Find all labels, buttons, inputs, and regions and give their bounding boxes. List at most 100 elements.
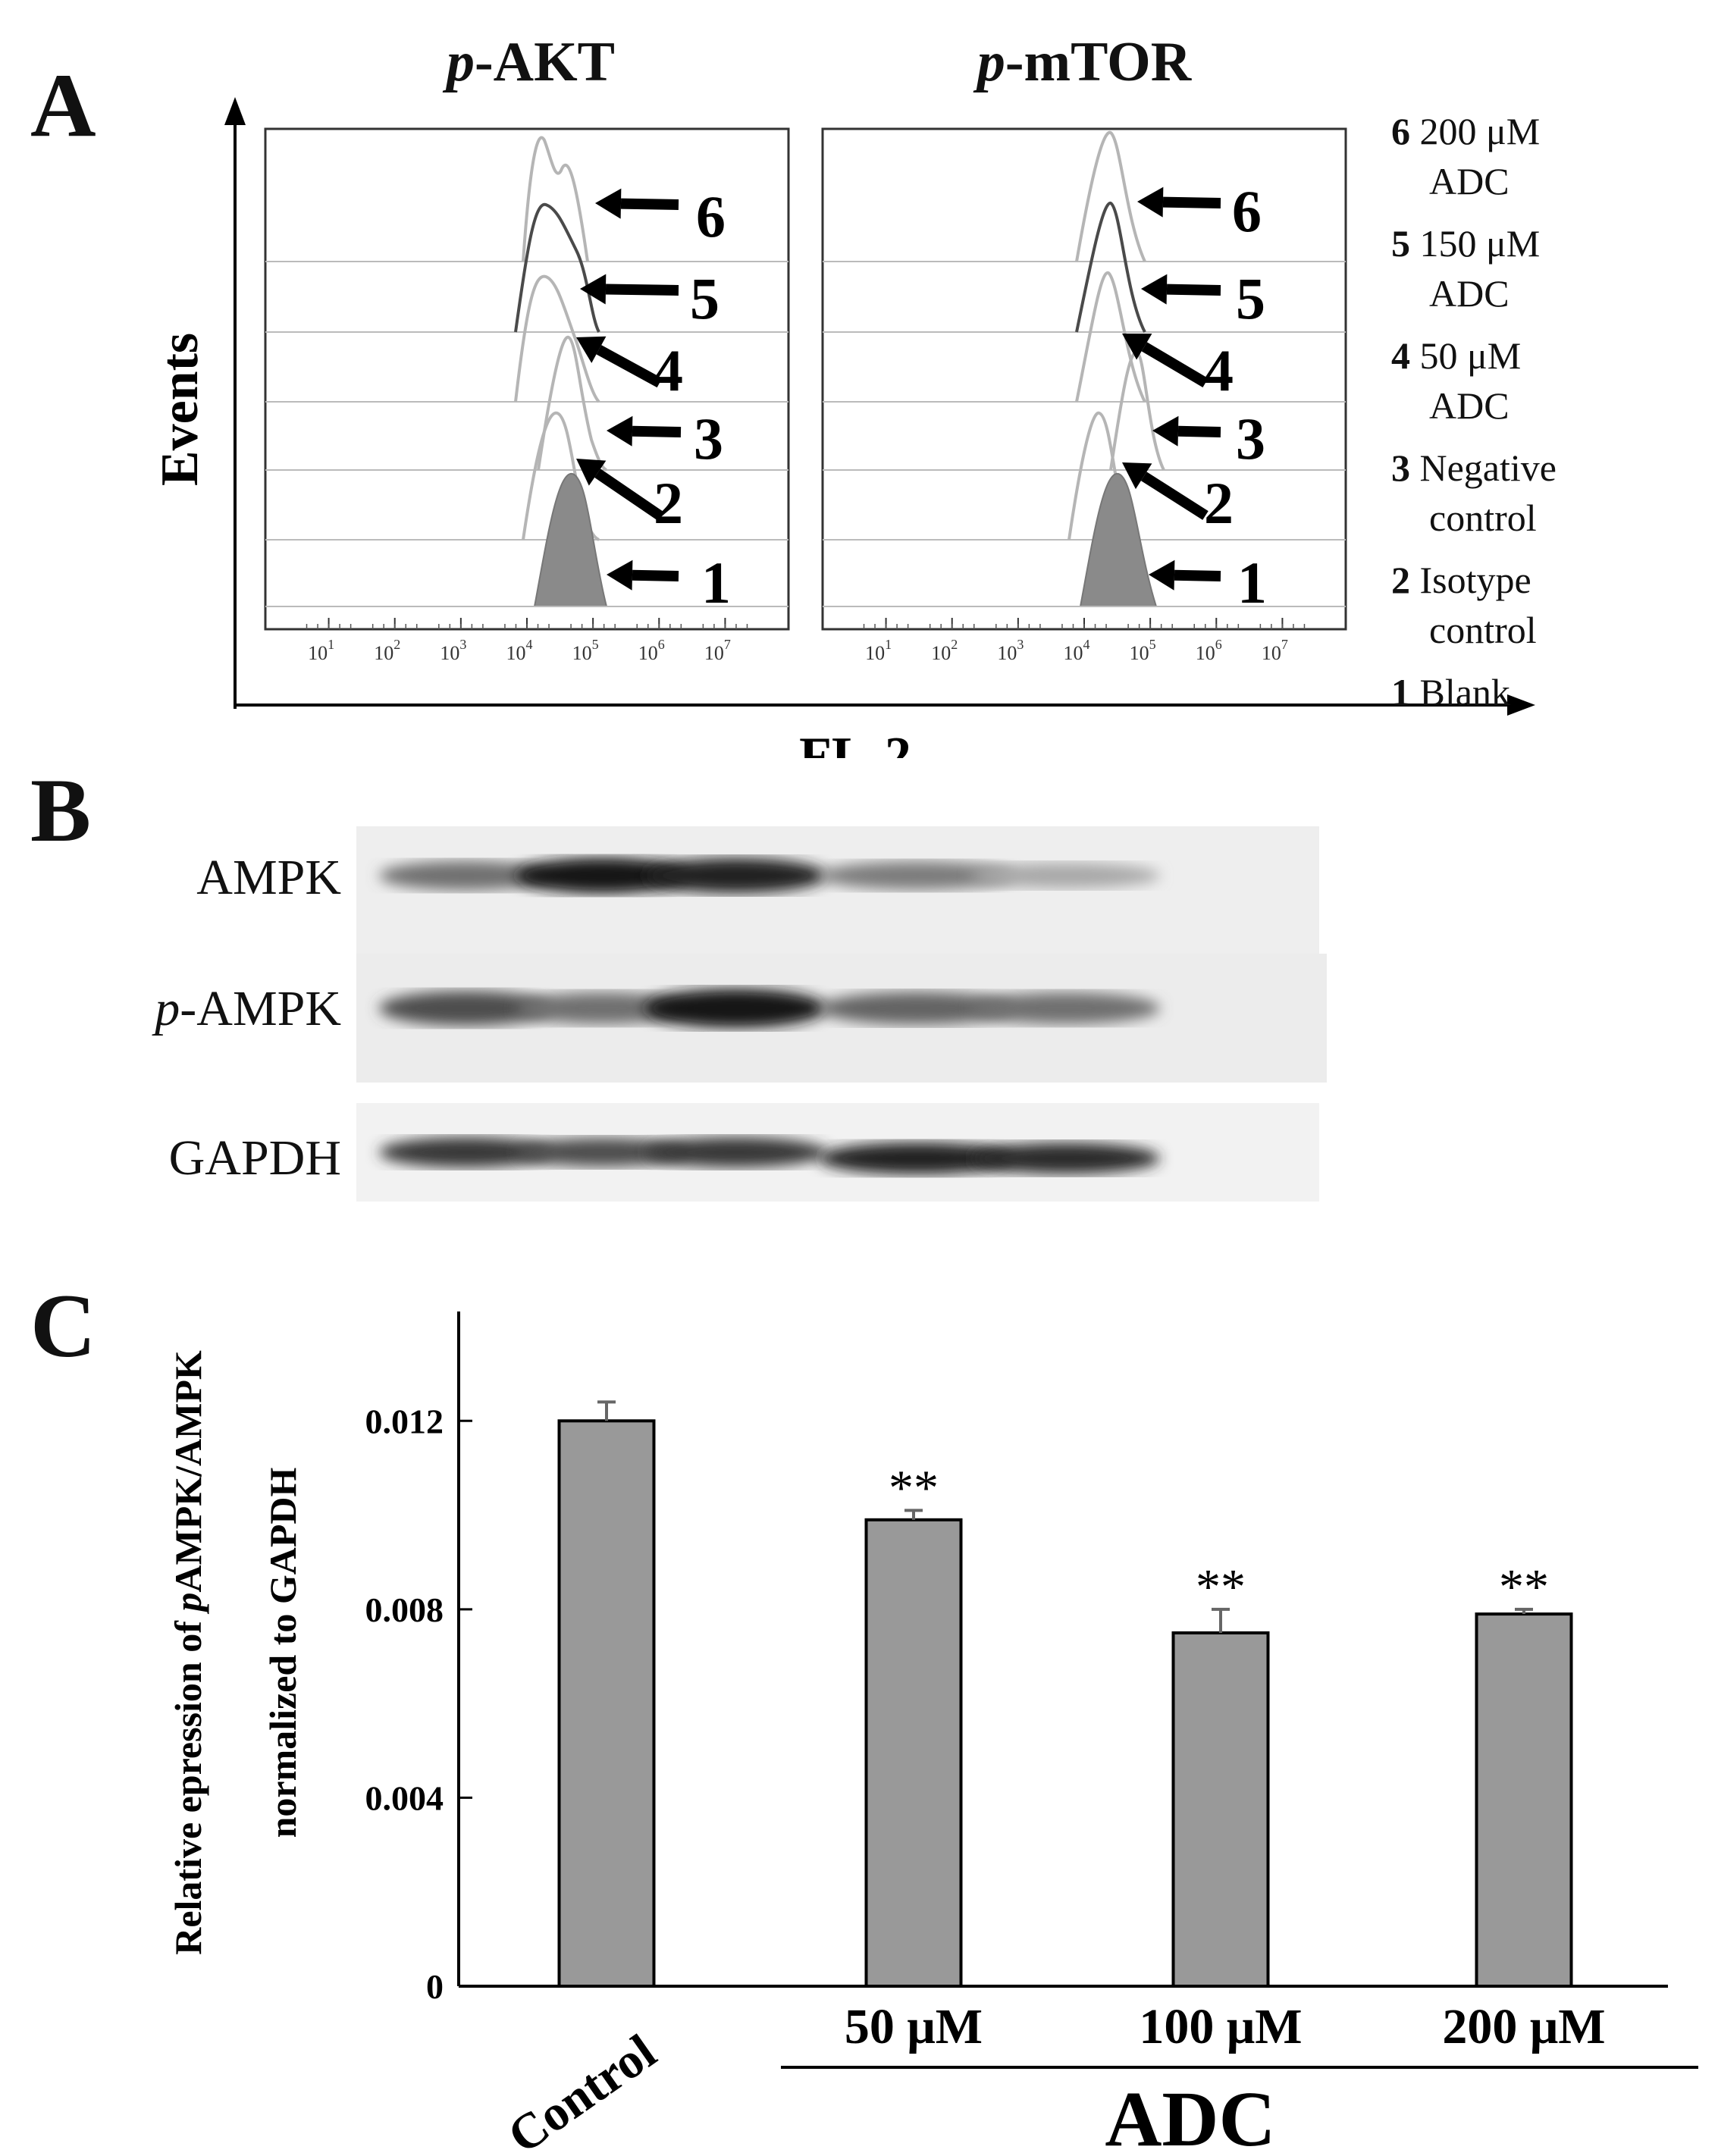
pmtor-x-ticks: 101 102 103 104 105 106 107	[830, 618, 1338, 664]
pakt-trace-3	[537, 335, 607, 472]
y-tick-label-3: 0.012	[365, 1402, 444, 1440]
blot-label-pampk: p-AMPK	[155, 981, 341, 1036]
pmtor-tick-label-1: 101	[865, 637, 892, 664]
pakt-trace-6	[522, 136, 589, 262]
band-0-lane-4	[819, 861, 1016, 890]
y-axis-label-line1: Relative epression of pAMPK/AMPK	[167, 1350, 209, 1955]
bar-3	[1475, 1612, 1573, 1988]
hist-title-pakt: p-AKT	[447, 31, 615, 93]
pakt-arrow-1	[632, 569, 679, 581]
category-label-1: 50 μM	[845, 1999, 983, 2054]
pmtor-arrow-label-2: 2	[1204, 470, 1234, 536]
y-tick-label-2: 0.008	[365, 1590, 444, 1629]
pakt-tick-label-2: 102	[374, 637, 400, 664]
y-tick-label-1: 0.004	[365, 1778, 444, 1817]
blot-label-ampk: AMPK	[196, 850, 341, 905]
pmtor-tick-label-6: 106	[1196, 637, 1222, 664]
band-1-lane-5	[970, 992, 1160, 1024]
legend-item-1: 1 Blank	[1391, 671, 1510, 713]
pmtor-trace-3	[1109, 350, 1165, 471]
events-label: Events	[151, 333, 209, 486]
bands-ampk	[379, 857, 1160, 894]
bar-chart: 0 0.004 0.008 0.012 Relative epression of pA…	[167, 1311, 1698, 2156]
pakt-blank-fill	[533, 472, 608, 607]
panel-a-letter: A	[30, 55, 96, 155]
band-2-lane-3	[644, 1137, 826, 1167]
band-0-lane-2	[516, 857, 690, 894]
pmtor-trace-5	[1075, 202, 1146, 333]
pmtor-arrow-2	[1140, 472, 1209, 520]
pmtor-arrow-label-5: 5	[1236, 265, 1265, 331]
hist-title-pmtor: p-mTOR	[977, 31, 1192, 93]
pmtor-tick-label-7: 107	[1262, 637, 1288, 664]
bands-gapdh	[379, 1137, 1160, 1174]
pmtor-tick-label-5: 105	[1130, 637, 1156, 664]
pakt-arrow-label-3: 3	[694, 406, 723, 472]
band-1-lane-4	[819, 992, 1016, 1025]
y-tick-label-0: 0	[426, 1967, 444, 2006]
band-2-lane-2	[516, 1138, 690, 1167]
pakt-arrow-label-1: 1	[701, 550, 731, 616]
pmtor-arrow-label-3: 3	[1236, 406, 1265, 472]
pmtor-arrow-label-1: 1	[1237, 550, 1267, 616]
pakt-tick-label-4: 104	[506, 637, 533, 664]
pakt-arrow-4	[596, 345, 663, 388]
bar-0	[557, 1419, 656, 1988]
pakt-arrow-3	[632, 425, 682, 437]
pmtor-blank-fill	[1079, 472, 1158, 607]
pmtor-tick-label-3: 103	[997, 637, 1024, 664]
bands-pampk	[379, 989, 1160, 1028]
band-0-lane-3	[644, 857, 826, 894]
pmtor-arrow-1	[1174, 569, 1221, 581]
legend-item-6: 6 200 μM ADC	[1391, 110, 1541, 202]
band-1-lane-1	[379, 991, 553, 1026]
pmtor-tick-label-2: 102	[931, 637, 958, 664]
pmtor-arrow-4	[1141, 342, 1209, 388]
pmtor-trace-6	[1075, 130, 1146, 262]
band-2-lane-5	[970, 1142, 1160, 1174]
y-axis-label-line2: normalized to GAPDH	[262, 1467, 304, 1838]
pmtor-arrow-6	[1162, 196, 1221, 208]
pmtor-arrow-3	[1177, 425, 1221, 437]
pmtor-trace-4	[1075, 271, 1146, 403]
bar-2	[1171, 1631, 1270, 1988]
pakt-arrow-label-4: 4	[654, 337, 683, 403]
fl2-label: FL-2	[799, 727, 911, 758]
pakt-arrow-2	[594, 468, 663, 520]
pmtor-frame	[821, 127, 1347, 631]
legend-item-3: 3 Negative control	[1391, 447, 1557, 539]
blot-strip-ampk	[356, 826, 1319, 959]
band-0-lane-5	[970, 863, 1160, 888]
pakt-tick-label-5: 105	[572, 637, 599, 664]
pakt-tick-label-3: 103	[440, 637, 466, 664]
band-2-lane-4	[819, 1142, 1016, 1174]
pakt-trace-4	[514, 274, 600, 403]
pakt-tick-label-7: 107	[704, 637, 731, 664]
pakt-arrow-label-5: 5	[690, 265, 719, 331]
pakt-tick-label-6: 106	[638, 637, 665, 664]
western-blot	[356, 826, 1327, 1202]
y-axis-arrowhead	[224, 97, 246, 125]
pakt-tick-label-1: 101	[308, 637, 334, 664]
band-1-lane-3	[644, 989, 826, 1028]
pakt-arrow-6	[620, 198, 679, 210]
significance-2: **	[1196, 1559, 1246, 1615]
pmtor-arrow-label-6: 6	[1232, 178, 1262, 244]
pakt-arrow-label-6: 6	[696, 183, 726, 249]
significance-1: **	[889, 1460, 939, 1515]
category-label-0: Control	[498, 2024, 666, 2156]
legend-item-5: 5 150 μM ADC	[1391, 222, 1541, 315]
pakt-arrow-label-2: 2	[654, 470, 683, 536]
pmtor-histogram	[821, 127, 1347, 631]
category-label-3: 200 μM	[1442, 1999, 1605, 2054]
band-1-lane-2	[516, 992, 690, 1024]
significance-3: **	[1499, 1559, 1549, 1615]
bar-1	[864, 1518, 963, 1988]
band-2-lane-1	[379, 1137, 553, 1167]
treatment-legend: 6 200 μM ADC 5 150 μM ADC 4 50 μM ADC 3 Neg…	[1391, 106, 1710, 717]
pmtor-arrow-label-4: 4	[1204, 337, 1234, 403]
legend-item-2: 2 Isotype control	[1391, 559, 1537, 651]
category-label-2: 100 μM	[1139, 1999, 1302, 2054]
